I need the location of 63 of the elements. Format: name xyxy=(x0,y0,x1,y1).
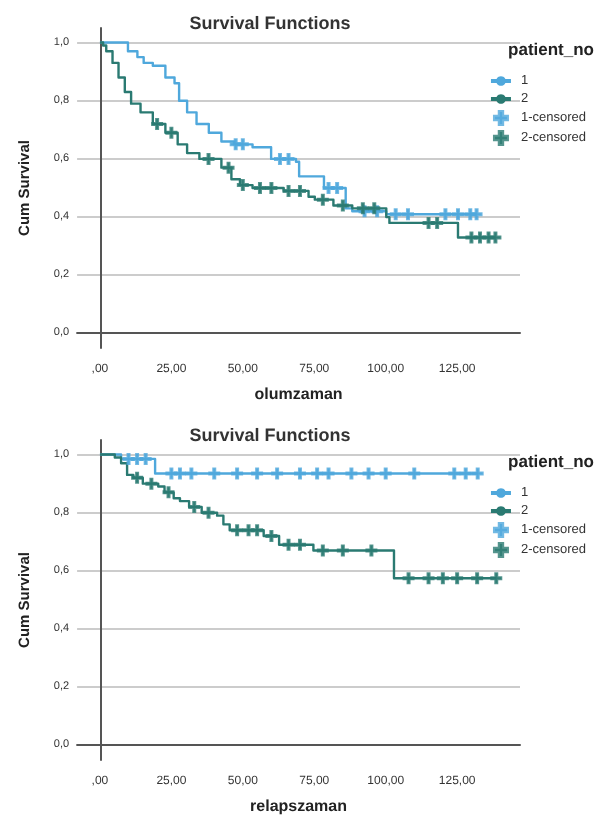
point xyxy=(222,161,235,174)
point xyxy=(131,471,144,484)
point xyxy=(389,208,402,221)
point xyxy=(316,193,329,206)
point xyxy=(331,182,344,194)
point xyxy=(362,467,375,480)
point xyxy=(265,182,278,194)
point xyxy=(271,467,284,480)
point xyxy=(336,544,349,557)
point xyxy=(471,572,484,585)
point xyxy=(316,544,329,557)
point xyxy=(422,572,435,585)
point xyxy=(322,467,335,480)
point xyxy=(282,152,295,165)
point xyxy=(202,506,215,519)
point xyxy=(265,530,278,542)
point xyxy=(282,538,295,551)
point xyxy=(139,452,152,465)
point xyxy=(173,467,186,480)
point xyxy=(451,572,464,585)
point xyxy=(451,208,464,221)
point xyxy=(145,477,158,490)
point xyxy=(231,524,244,537)
point xyxy=(165,126,178,139)
point xyxy=(185,467,198,480)
point xyxy=(293,184,306,197)
chart-title: Survival Functions xyxy=(189,425,351,445)
point xyxy=(436,572,449,585)
point xyxy=(439,208,452,221)
point xyxy=(490,572,503,585)
point xyxy=(236,138,249,151)
point xyxy=(402,572,415,585)
point xyxy=(470,208,483,221)
point xyxy=(251,524,264,537)
chart-title: Survival Functions xyxy=(189,13,351,33)
point xyxy=(379,467,392,480)
point xyxy=(471,467,484,480)
point xyxy=(431,216,444,229)
point xyxy=(336,199,349,212)
point xyxy=(231,467,244,480)
point xyxy=(282,184,295,197)
point xyxy=(251,467,264,480)
legend-title: patient_no xyxy=(508,451,595,471)
point xyxy=(311,467,324,480)
x-axis-title: olumzaman xyxy=(254,385,343,403)
point xyxy=(448,467,461,480)
point xyxy=(408,467,421,480)
point xyxy=(401,208,414,221)
point xyxy=(162,486,175,499)
point xyxy=(365,544,378,557)
point xyxy=(459,467,472,480)
point xyxy=(151,118,164,130)
legend-title: patient_no xyxy=(508,39,595,59)
point xyxy=(188,500,201,513)
point xyxy=(236,179,249,192)
point xyxy=(202,152,215,165)
point xyxy=(293,467,306,480)
point xyxy=(345,467,358,480)
point xyxy=(293,538,306,551)
point xyxy=(489,231,502,244)
x-axis-title: relapszaman xyxy=(250,797,348,815)
point xyxy=(208,467,221,480)
point xyxy=(253,182,266,194)
